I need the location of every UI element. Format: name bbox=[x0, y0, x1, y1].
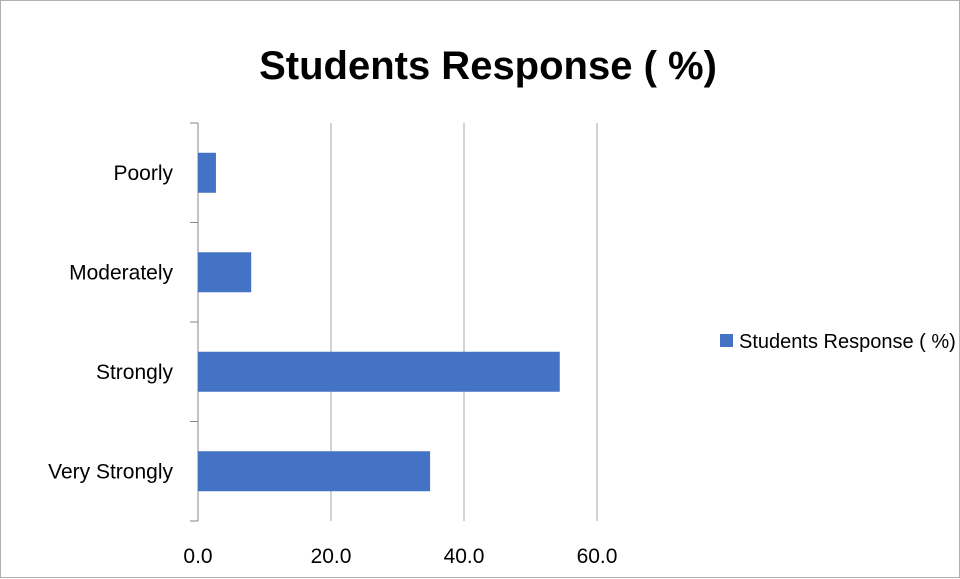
x-tick-label: 20.0 bbox=[311, 545, 352, 568]
bar bbox=[198, 152, 216, 193]
bars bbox=[198, 152, 560, 492]
value-axis-tick-labels: 0.0 20.0 40.0 60.0 bbox=[183, 545, 617, 568]
legend-label: Students Response ( %) bbox=[739, 331, 956, 353]
category-label: Moderately bbox=[69, 261, 173, 284]
x-tick-label: 60.0 bbox=[577, 545, 618, 568]
category-axis bbox=[190, 122, 199, 522]
category-labels: Poorly Moderately Strongly Very Strongly bbox=[48, 162, 173, 484]
category-label: Strongly bbox=[96, 361, 174, 384]
legend: Students Response ( %) bbox=[720, 331, 956, 353]
category-label: Poorly bbox=[113, 162, 173, 185]
x-tick-label: 0.0 bbox=[183, 545, 212, 568]
bar bbox=[198, 252, 252, 293]
bar bbox=[198, 451, 431, 492]
chart-title: Students Response ( %) bbox=[259, 44, 717, 88]
x-tick-label: 40.0 bbox=[444, 545, 485, 568]
bar bbox=[198, 351, 560, 392]
category-label: Very Strongly bbox=[48, 460, 173, 483]
legend-swatch bbox=[720, 334, 733, 347]
